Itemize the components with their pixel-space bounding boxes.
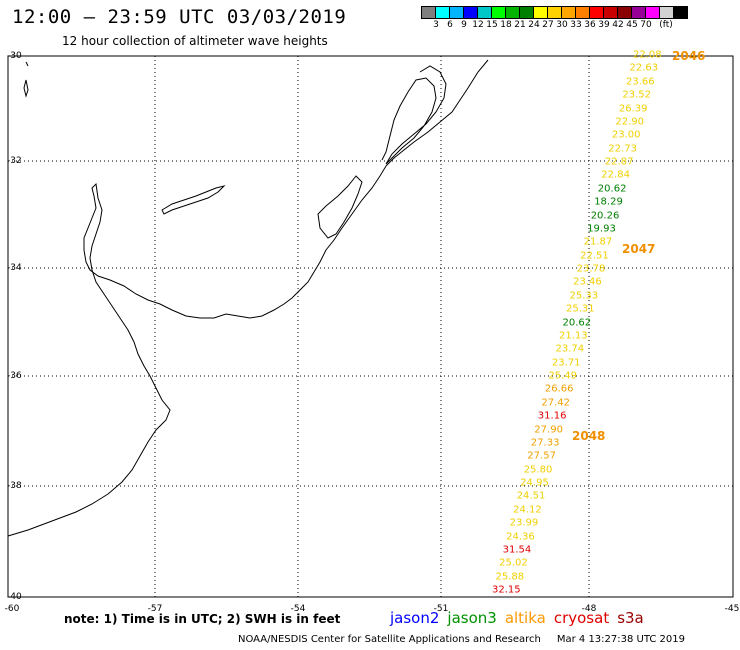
wave-height-value: 25.88 bbox=[495, 571, 525, 583]
wave-height-value: 24.12 bbox=[513, 504, 542, 516]
map-title: 12:00 – 23:59 UTC 03/03/2019 bbox=[12, 6, 347, 28]
map-subtitle: 12 hour collection of altimeter wave hei… bbox=[62, 34, 328, 48]
wave-height-value: 20.62 bbox=[562, 317, 592, 328]
satellite-cryosat: cryosat bbox=[553, 609, 610, 627]
wave-height-value: 23.78 bbox=[576, 263, 606, 275]
lat-label: -30 bbox=[7, 51, 22, 61]
legend-ticks: 3 6 9 12 15 18 21 24 27 30 33 36 39 42 45 70 (ft) bbox=[421, 19, 687, 31]
lagoon-mirim-outline bbox=[317, 175, 363, 239]
small-mark bbox=[25, 61, 29, 67]
units-note: note: 1) Time is in UTC; 2) SWH is in fe… bbox=[64, 612, 341, 626]
wave-height-value: 22.51 bbox=[580, 250, 609, 262]
legend-tick-label: 30 bbox=[556, 20, 568, 30]
wave-height-value: 27.57 bbox=[527, 450, 556, 462]
wave-height-value: 25.49 bbox=[548, 370, 578, 382]
wave-height-value: 25.80 bbox=[523, 464, 553, 476]
satellite-altika: altika bbox=[504, 609, 546, 627]
lagoon-outline bbox=[381, 65, 447, 165]
wave-height-value: 20.62 bbox=[597, 183, 627, 195]
wave-height-value: 20.26 bbox=[590, 210, 620, 221]
legend-tick-label: 45 bbox=[626, 20, 638, 30]
wave-height-value: 27.33 bbox=[530, 437, 560, 449]
wave-height-value: 25.02 bbox=[499, 557, 528, 569]
legend-tick-label: 18 bbox=[500, 20, 512, 30]
legend-tick-label: 33 bbox=[570, 20, 582, 30]
satellite-jason3: jason3 bbox=[447, 609, 497, 627]
lon-label: -54 bbox=[290, 604, 306, 614]
wave-height-value: 24.36 bbox=[506, 531, 535, 542]
lon-label: -45 bbox=[724, 604, 740, 614]
legend-tick-label: 24 bbox=[528, 20, 540, 30]
wave-height-value: 18.29 bbox=[594, 196, 623, 208]
pass-number-2046: 2046 bbox=[672, 49, 706, 63]
wave-height-value: 31.16 bbox=[537, 410, 567, 422]
legend-tick-label: 27 bbox=[542, 20, 554, 30]
river-outline bbox=[161, 185, 226, 215]
wave-height-value: 22.08 bbox=[633, 49, 662, 61]
wave-height-value: 22.90 bbox=[615, 116, 645, 128]
wave-height-value: 25.31 bbox=[566, 303, 595, 315]
generation-timestamp: Mar 4 13:27:38 UTC 2019 bbox=[556, 634, 685, 645]
coastline bbox=[7, 59, 489, 537]
wave-height-value: 23.00 bbox=[611, 129, 641, 141]
legend-tick-label: 21 bbox=[514, 20, 526, 30]
wave-height-value: 23.99 bbox=[509, 517, 539, 529]
legend-swatch bbox=[673, 6, 688, 19]
legend-tick-label: 70 bbox=[640, 20, 652, 30]
lon-label: -60 bbox=[4, 604, 20, 614]
lat-label: -40 bbox=[7, 592, 22, 602]
legend-tick-label: (ft) bbox=[659, 20, 673, 30]
wave-height-value: 23.71 bbox=[551, 357, 581, 369]
small-island bbox=[23, 79, 29, 98]
color-legend: 3 6 9 12 15 18 21 24 27 30 33 36 39 42 45 70 (ft) bbox=[421, 6, 688, 31]
lon-label: -51 bbox=[433, 604, 449, 614]
wave-height-value: 24.51 bbox=[516, 490, 546, 502]
lat-label: -36 bbox=[7, 371, 22, 381]
legend-swatches bbox=[421, 6, 688, 19]
wave-height-value: 22.84 bbox=[601, 169, 630, 181]
footer: NOAA/NESDIS Center for Satellite Applica… bbox=[238, 634, 685, 645]
wave-height-value: 31.54 bbox=[502, 544, 532, 556]
lat-label: -34 bbox=[7, 263, 22, 273]
legend-tick-label: 3 bbox=[433, 20, 439, 30]
legend-tick-label: 9 bbox=[461, 20, 467, 30]
wave-height-value: 27.42 bbox=[541, 397, 571, 409]
wave-height-value: 23.46 bbox=[573, 276, 602, 288]
satellite-s3a: s3a bbox=[617, 609, 644, 627]
pass-number-2048: 2048 bbox=[572, 429, 606, 443]
wave-height-value: 25.33 bbox=[569, 290, 599, 302]
wave-height-value: 27.90 bbox=[534, 424, 563, 435]
wave-height-value: 26.39 bbox=[618, 103, 648, 114]
satellite-jason2: jason2 bbox=[390, 609, 440, 627]
legend-tick-label: 6 bbox=[447, 20, 453, 30]
legend-tick-label: 36 bbox=[584, 20, 596, 30]
wave-height-value: 22.87 bbox=[604, 156, 634, 168]
wave-height-value: 26.66 bbox=[544, 383, 574, 395]
wave-height-value: 21.87 bbox=[583, 236, 613, 248]
lat-label: -38 bbox=[7, 481, 22, 491]
wave-height-value: 21.13 bbox=[559, 330, 588, 342]
wave-height-value: 22.73 bbox=[608, 143, 637, 155]
wave-height-value: 19.93 bbox=[587, 223, 616, 235]
satellite-legend: jason2 jason3 altika cryosat s3a bbox=[390, 609, 652, 627]
lon-label: -57 bbox=[147, 604, 163, 614]
lat-label: -32 bbox=[7, 156, 22, 166]
agency-credit: NOAA/NESDIS Center for Satellite Applica… bbox=[238, 634, 541, 645]
legend-tick-label: 39 bbox=[598, 20, 610, 30]
pass-number-2047: 2047 bbox=[622, 242, 656, 256]
wave-height-value: 23.74 bbox=[555, 343, 585, 355]
wave-height-value: 23.66 bbox=[626, 76, 655, 88]
grid-lines bbox=[8, 56, 733, 597]
legend-tick-label: 15 bbox=[486, 20, 498, 30]
wave-height-value: 32.15 bbox=[492, 584, 521, 596]
wave-height-value: 22.63 bbox=[629, 62, 659, 74]
wave-height-value: 23.52 bbox=[622, 89, 652, 101]
legend-tick-label: 12 bbox=[472, 20, 484, 30]
wave-height-value: 24.95 bbox=[520, 477, 549, 489]
lon-label: -48 bbox=[581, 604, 597, 614]
map-frame bbox=[7, 55, 734, 598]
legend-tick-label: 42 bbox=[612, 20, 624, 30]
